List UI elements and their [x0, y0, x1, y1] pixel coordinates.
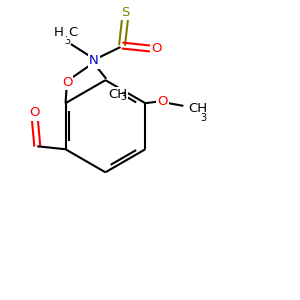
Text: O: O	[157, 95, 168, 108]
Text: 3: 3	[120, 92, 126, 103]
Text: S: S	[122, 6, 130, 19]
Text: O: O	[29, 106, 40, 119]
Text: 3: 3	[64, 36, 70, 46]
Text: O: O	[62, 76, 72, 89]
Text: C: C	[68, 26, 77, 39]
Text: N: N	[89, 55, 99, 68]
Text: CH: CH	[109, 88, 128, 101]
Text: CH: CH	[189, 102, 208, 115]
Text: O: O	[152, 42, 162, 55]
Text: 3: 3	[200, 113, 206, 123]
Text: H: H	[54, 26, 64, 39]
